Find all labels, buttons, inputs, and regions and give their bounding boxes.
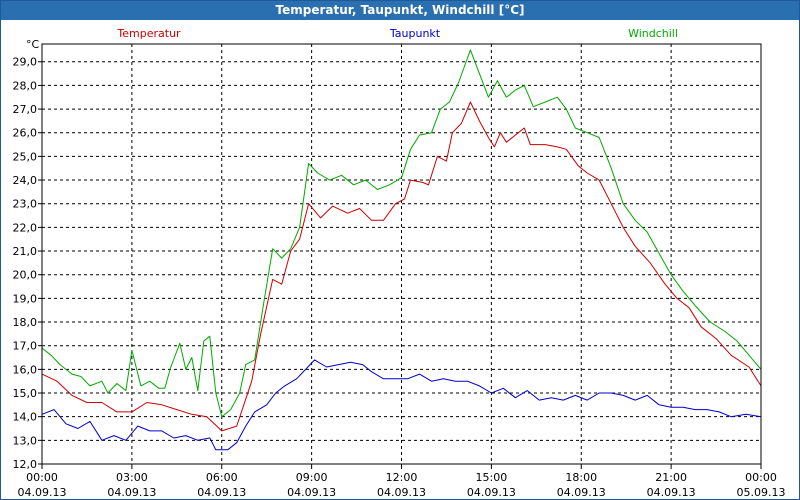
y-tick-label: 29,0 [13, 56, 38, 69]
x-tick-date-label: 04.09.13 [377, 486, 426, 499]
legend-entry-taupunkt: Taupunkt [389, 27, 441, 40]
x-tick-date-label: 04.09.13 [467, 486, 516, 499]
chart-title: Temperatur, Taupunkt, Windchill [°C] [1, 1, 799, 20]
x-tick-label: 12:00 [386, 471, 418, 484]
x-tick-date-label: 04.09.13 [18, 486, 67, 499]
line-chart: 12,0 13,0 14,0 15,0 16,0 17,0 18,0 19,0 20,0 21,0… [13, 27, 786, 499]
y-tick-label: 23,0 [13, 198, 38, 211]
y-tick-label: 22,0 [13, 221, 38, 234]
y-tick-label: 19,0 [13, 292, 38, 305]
y-tick-label: 13,0 [13, 434, 38, 447]
y-tick-label: 18,0 [13, 316, 38, 329]
series-line-temperatur [41, 101, 762, 432]
y-tick-label: 16,0 [13, 363, 38, 376]
x-tick-label: 00:00 [745, 471, 777, 484]
x-tick-label: 18:00 [565, 471, 597, 484]
y-tick-label: 28,0 [13, 79, 38, 92]
x-tick-date-label: 04.09.13 [287, 486, 336, 499]
y-tick-label: 24,0 [13, 174, 38, 187]
legend-entry-windchill: Windchill [628, 27, 678, 40]
x-tick-label: 06:00 [206, 471, 238, 484]
y-tick-label: 14,0 [13, 411, 38, 424]
y-axis-unit: °C [26, 38, 40, 51]
x-tick-date-label: 04.09.13 [107, 486, 156, 499]
y-tick-label: 15,0 [13, 387, 38, 400]
x-tick-label: 21:00 [655, 471, 687, 484]
legend-entry-temperatur: Temperatur [116, 27, 181, 40]
y-tick-label: 21,0 [13, 245, 38, 258]
x-tick-date-label: 04.09.13 [647, 486, 696, 499]
x-tick-label: 03:00 [116, 471, 148, 484]
x-tick-date-label: 05.09.13 [737, 486, 786, 499]
series-line-windchill [41, 49, 762, 418]
plot-area [41, 43, 762, 465]
x-tick-date-label: 04.09.13 [557, 486, 606, 499]
y-tick-label: 27,0 [13, 103, 38, 116]
series-line-taupunkt [41, 359, 762, 451]
x-tick-label: 15:00 [476, 471, 508, 484]
y-tick-label: 26,0 [13, 127, 38, 140]
y-tick-label: 20,0 [13, 269, 38, 282]
x-tick-label: 09:00 [296, 471, 328, 484]
x-tick-label: 00:00 [26, 471, 58, 484]
y-tick-label: 17,0 [13, 340, 38, 353]
y-tick-label: 12,0 [13, 458, 38, 471]
y-tick-label: 25,0 [13, 150, 38, 163]
x-tick-date-label: 04.09.13 [197, 486, 246, 499]
